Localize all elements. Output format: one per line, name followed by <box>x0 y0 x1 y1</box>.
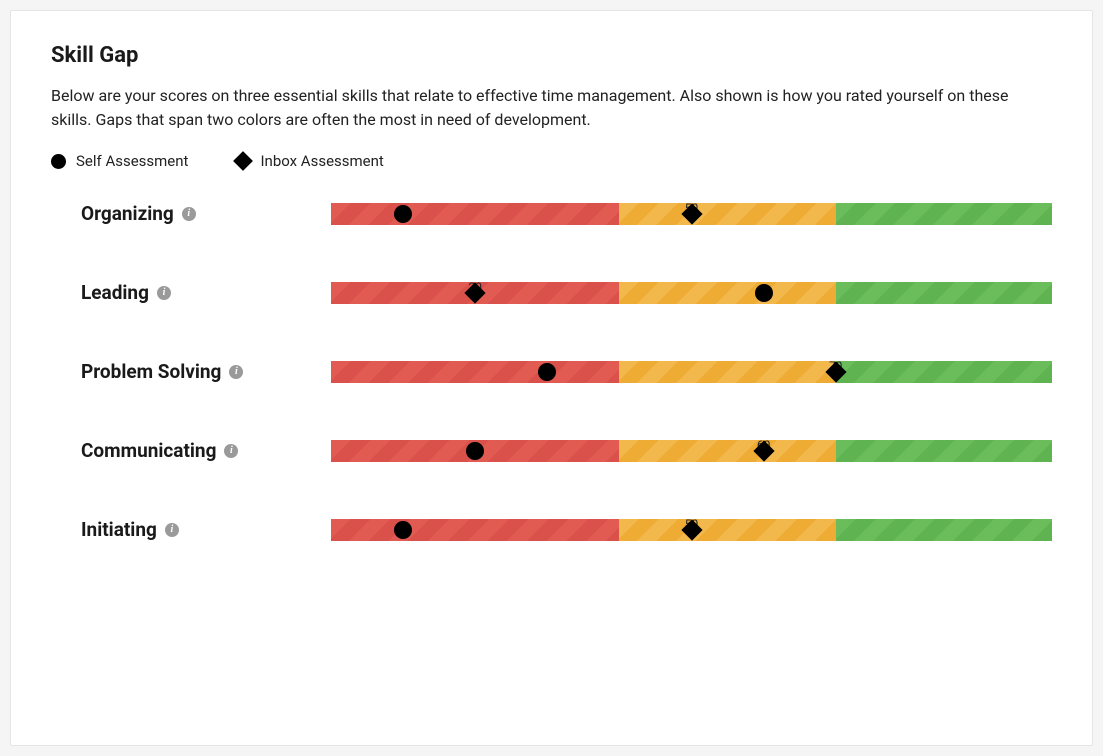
bar-segment-mid <box>619 519 835 541</box>
skill-bar: 3070 <box>331 361 1052 383</box>
skill-name: Initiating <box>81 518 157 541</box>
legend-self-assessment: Self Assessment <box>51 152 188 170</box>
bar-segment-low <box>331 203 619 225</box>
marker-self: 20 <box>475 451 493 469</box>
legend-inbox-assessment: Inbox Assessment <box>236 152 383 170</box>
skill-label: Leading i <box>81 281 331 304</box>
skill-label: Problem Solving i <box>81 360 331 383</box>
skill-name: Leading <box>81 281 149 304</box>
skill-row: Problem Solving i 3070 <box>81 360 1052 383</box>
skill-row: Organizing i 1050 <box>81 202 1052 225</box>
marker-self: 10 <box>403 530 421 548</box>
skill-label: Organizing i <box>81 202 331 225</box>
info-icon[interactable]: i <box>182 207 196 221</box>
marker-inbox: 70 <box>836 372 851 387</box>
description-text: Below are your scores on three essential… <box>51 84 1011 132</box>
bar-segment-mid <box>619 282 835 304</box>
info-icon[interactable]: i <box>229 365 243 379</box>
bar-segment-high <box>836 203 1052 225</box>
skill-bar: 2060 <box>331 440 1052 462</box>
circle-icon <box>51 154 66 169</box>
bar-segment-high <box>836 519 1052 541</box>
bar-segment-mid <box>619 203 835 225</box>
skill-gap-card: Skill Gap Below are your scores on three… <box>10 10 1093 746</box>
legend: Self Assessment Inbox Assessment <box>51 152 1052 170</box>
circle-icon <box>394 205 412 223</box>
circle-icon <box>394 521 412 539</box>
skill-name: Communicating <box>81 439 216 462</box>
bar-track <box>331 361 1052 383</box>
marker-inbox: 20 <box>475 293 490 308</box>
page-title: Skill Gap <box>51 43 1052 68</box>
marker-self: 60 <box>764 293 782 311</box>
marker-self: 30 <box>547 372 565 390</box>
marker-inbox: 60 <box>764 451 779 466</box>
bar-track <box>331 440 1052 462</box>
diamond-icon <box>234 151 254 171</box>
skill-name: Problem Solving <box>81 360 221 383</box>
marker-inbox: 50 <box>692 214 707 229</box>
bar-segment-mid <box>619 361 835 383</box>
bar-segment-high <box>836 361 1052 383</box>
legend-inbox-label: Inbox Assessment <box>260 152 383 170</box>
marker-inbox: 50 <box>692 530 707 545</box>
skill-label: Communicating i <box>81 439 331 462</box>
skill-row: Initiating i 1050 <box>81 518 1052 541</box>
info-icon[interactable]: i <box>157 286 171 300</box>
skill-rows: Organizingi1050Leadingi2060Problem Solvi… <box>51 202 1052 541</box>
circle-icon <box>538 363 556 381</box>
circle-icon <box>755 284 773 302</box>
bar-segment-high <box>836 440 1052 462</box>
marker-self: 10 <box>403 214 421 232</box>
skill-name: Organizing <box>81 202 174 225</box>
skill-row: Leading i 2060 <box>81 281 1052 304</box>
bar-track <box>331 282 1052 304</box>
bar-segment-low <box>331 361 619 383</box>
skill-label: Initiating i <box>81 518 331 541</box>
legend-self-label: Self Assessment <box>76 152 188 170</box>
bar-segment-mid <box>619 440 835 462</box>
skill-bar: 1050 <box>331 203 1052 225</box>
circle-icon <box>466 442 484 460</box>
info-icon[interactable]: i <box>224 444 238 458</box>
info-icon[interactable]: i <box>165 523 179 537</box>
skill-row: Communicating i 2060 <box>81 439 1052 462</box>
skill-bar: 1050 <box>331 519 1052 541</box>
bar-segment-high <box>836 282 1052 304</box>
bar-segment-low <box>331 519 619 541</box>
skill-bar: 2060 <box>331 282 1052 304</box>
